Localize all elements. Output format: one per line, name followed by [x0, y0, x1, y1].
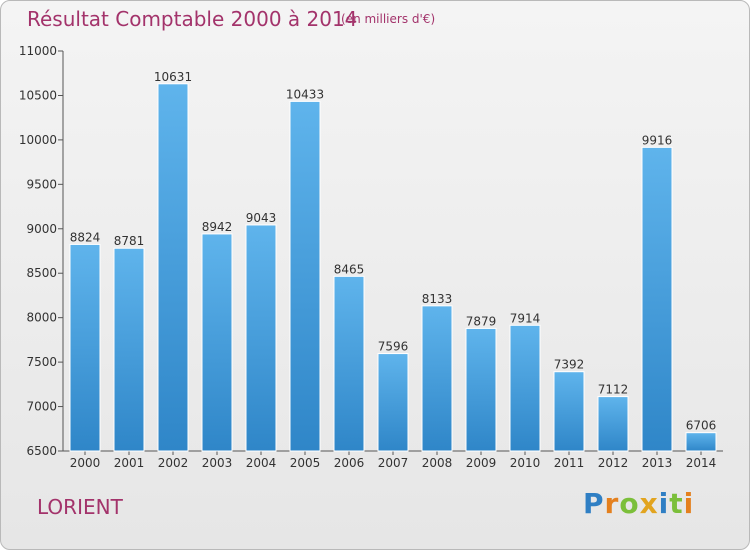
y-tick-label: 8000 [26, 311, 57, 325]
x-tick-label-2005: 2005 [290, 456, 321, 470]
x-tick-label-2003: 2003 [202, 456, 233, 470]
city-name: LORIENT [37, 495, 123, 519]
x-tick-label-2010: 2010 [510, 456, 541, 470]
logo-letter: o [619, 487, 640, 520]
bar-2002 [157, 83, 189, 452]
proxiti-logo: Proxiti [583, 487, 694, 520]
chart-title: Résultat Comptable 2000 à 2014 [27, 7, 358, 31]
y-tick-label: 8500 [26, 266, 57, 280]
data-label-2009: 7879 [466, 314, 497, 328]
x-tick-label-2008: 2008 [422, 456, 453, 470]
x-tick-label-2002: 2002 [158, 456, 189, 470]
bar-2005 [289, 100, 321, 452]
x-tick-label-2007: 2007 [378, 456, 409, 470]
bar-2014 [685, 432, 717, 452]
y-tick-label: 9000 [26, 222, 57, 236]
x-tick-label-2011: 2011 [554, 456, 585, 470]
data-label-2010: 7914 [510, 311, 541, 325]
y-tick-label: 6500 [26, 444, 57, 458]
chart-axes: 6500 7000 7500 8000 8500 9000 9500 10000 10500 11… [19, 44, 723, 470]
logo-letter: r [604, 487, 620, 520]
bar-2006 [333, 275, 365, 452]
data-label-2011: 7392 [554, 358, 585, 372]
x-tick-label-2009: 2009 [466, 456, 497, 470]
bar-chart: 6500 7000 7500 8000 8500 9000 9500 10000 10500 11… [19, 44, 723, 470]
bar-2013 [641, 146, 673, 452]
data-label-2000: 8824 [70, 230, 101, 244]
bar-2011 [553, 371, 585, 452]
y-tick-label: 7000 [26, 400, 57, 414]
bar-2001 [113, 247, 145, 452]
logo-letter: i [683, 487, 695, 520]
logo-letter: t [669, 487, 684, 520]
data-label-2003: 8942 [202, 220, 233, 234]
chart-subtitle: (en milliers d'€) [341, 12, 436, 26]
data-label-2001: 8781 [114, 234, 145, 248]
data-label-2014: 6706 [686, 419, 717, 433]
x-tick-label-2004: 2004 [246, 456, 277, 470]
x-tick-label-2012: 2012 [598, 456, 629, 470]
chart-bars: 8824 8781 10631 8942 9043 10433 8465 7596 8133 78… [69, 70, 717, 452]
bar-2010 [509, 324, 541, 452]
logo-letter: P [583, 487, 605, 520]
data-label-2004: 9043 [246, 211, 277, 225]
bar-2008 [421, 305, 453, 452]
data-label-2008: 8133 [422, 292, 453, 306]
y-tick-label: 11000 [19, 44, 57, 58]
x-tick-label-2001: 2001 [114, 456, 145, 470]
bar-2007 [377, 353, 409, 452]
x-tick-label-2013: 2013 [642, 456, 673, 470]
data-label-2002: 10631 [154, 70, 192, 84]
data-label-2006: 8465 [334, 262, 365, 276]
bar-2003 [201, 233, 233, 452]
bar-2000 [69, 243, 101, 452]
y-tick-label: 9500 [26, 177, 57, 191]
data-label-2007: 7596 [378, 340, 409, 354]
data-label-2012: 7112 [598, 383, 629, 397]
x-tick-label-2000: 2000 [70, 456, 101, 470]
bar-2004 [245, 224, 277, 452]
bar-2009 [465, 327, 497, 452]
x-tick-label-2014: 2014 [686, 456, 717, 470]
data-label-2013: 9916 [642, 133, 673, 147]
y-tick-label: 7500 [26, 355, 57, 369]
x-tick-label-2006: 2006 [334, 456, 365, 470]
data-label-2005: 10433 [286, 87, 324, 101]
y-tick-label: 10500 [19, 88, 57, 102]
bar-2012 [597, 396, 629, 452]
y-tick-label: 10000 [19, 133, 57, 147]
logo-letter: x [639, 487, 659, 520]
logo-letter: i [658, 487, 670, 520]
